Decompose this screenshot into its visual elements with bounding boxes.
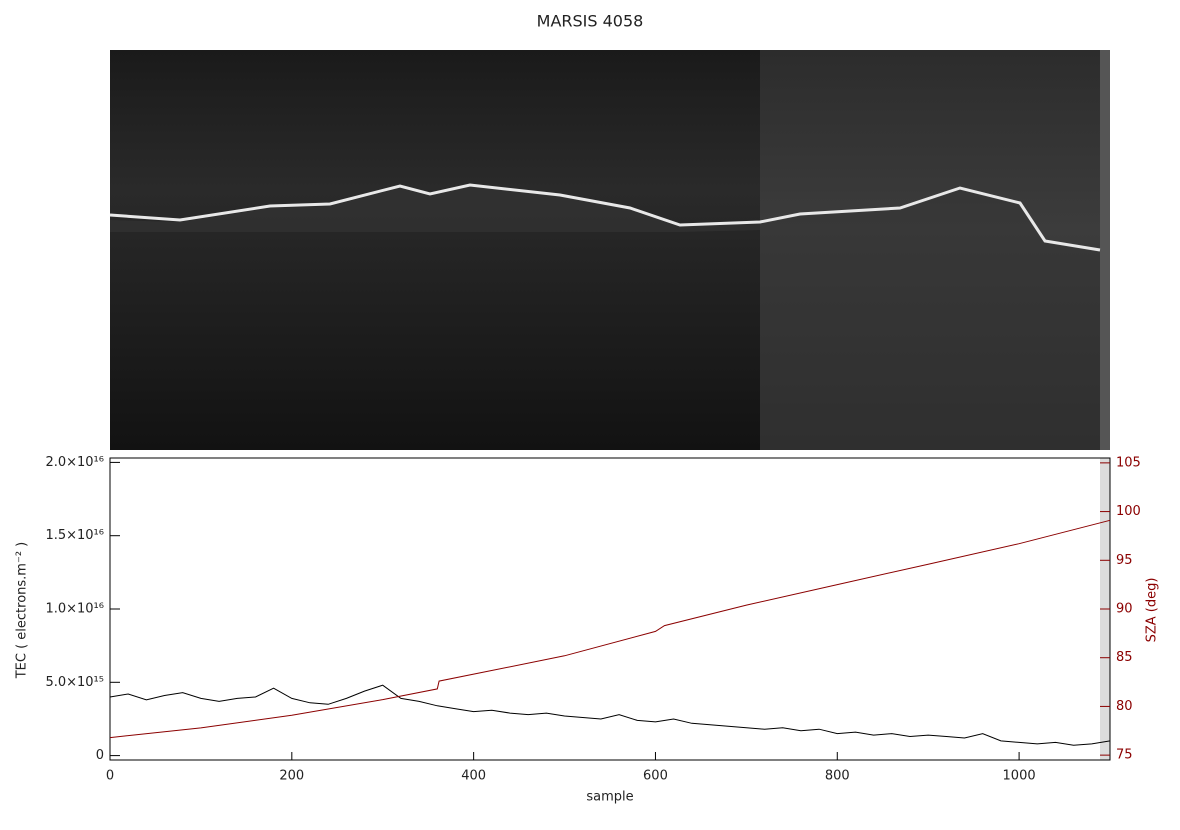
x-tick-label: 0 xyxy=(106,769,114,784)
y2-tick-label: 75 xyxy=(1116,748,1133,763)
x-tick-label: 800 xyxy=(825,769,850,784)
radargram-left xyxy=(110,50,760,450)
chart-title: MARSIS 4058 xyxy=(537,12,644,31)
y2-tick-label: 105 xyxy=(1116,455,1141,470)
x-tick-label: 1000 xyxy=(1003,769,1036,784)
x-tick-label: 400 xyxy=(461,769,486,784)
surface-echo xyxy=(109,183,1101,252)
y2-tick-label: 95 xyxy=(1116,553,1133,568)
plot-frame xyxy=(109,457,1111,761)
x-tick-label: 600 xyxy=(643,769,668,784)
y2-tick-label: 80 xyxy=(1116,699,1133,714)
subsurface xyxy=(110,186,1100,450)
series-line xyxy=(109,519,1111,739)
x-axis-label: sample xyxy=(586,790,633,805)
x-tick-label: 200 xyxy=(279,769,304,784)
y2-tick-label: 85 xyxy=(1116,650,1133,665)
y2-tick-label: 100 xyxy=(1116,504,1141,519)
radargram-edge xyxy=(1100,50,1110,450)
y-tick-label: 2.0×10¹⁶ xyxy=(45,455,104,470)
y2-tick-label: 90 xyxy=(1116,602,1133,617)
y-tick-label: 1.5×10¹⁶ xyxy=(45,528,104,543)
radargram xyxy=(109,50,1110,450)
y-tick-label: 1.0×10¹⁶ xyxy=(45,602,104,617)
y-tick-label: 0 xyxy=(96,748,104,763)
y2-axis-label: SZA (deg) xyxy=(1145,578,1160,643)
y-axis-label: TEC ( electrons.m⁻² ) xyxy=(15,542,30,680)
y-tick-label: 5.0×10¹⁵ xyxy=(45,675,104,690)
series-line xyxy=(109,684,1111,746)
